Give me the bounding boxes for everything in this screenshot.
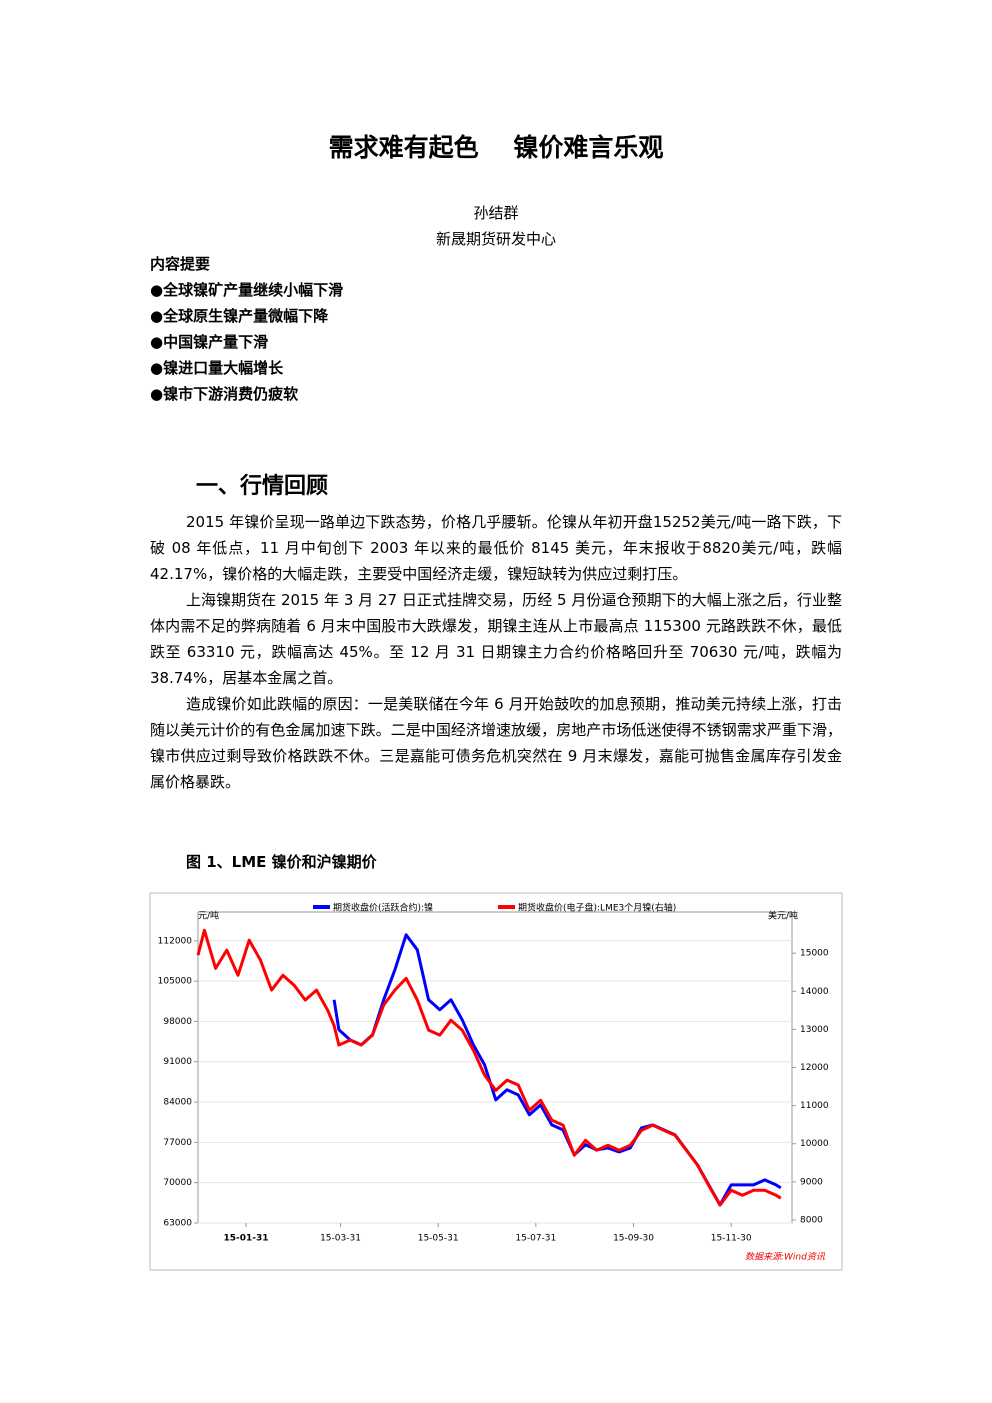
y2-tick-label: 9000 [800, 1177, 823, 1187]
summary-item: ●镍市下游消费仍疲软 [150, 385, 299, 403]
y-tick-label: 84000 [163, 1098, 192, 1108]
summary-item: ●中国镍产量下滑 [150, 333, 269, 351]
title: 需求难有起色 镍价难言乐观 [328, 133, 664, 162]
paragraph: 造成镍价如此跌幅的原因：一是美联储在今年 6 月开始鼓吹的加息预期，推动美元持续… [150, 695, 842, 791]
legend-label: 期货收盘价(活跃合约):镍 [333, 902, 433, 914]
y2-tick-label: 10000 [800, 1139, 829, 1149]
chart-frame [149, 892, 843, 1271]
summary-item: ●全球原生镍产量微幅下降 [150, 307, 329, 325]
x-tick-label: 15-09-30 [613, 1234, 654, 1244]
x-tick-label: 15-03-31 [320, 1234, 361, 1244]
y2-unit: 美元/吨 [768, 910, 798, 922]
org: 新晟期货研发中心 [435, 230, 556, 248]
y2-tick-label: 13000 [800, 1025, 829, 1035]
x-tick-label: 15-11-30 [711, 1234, 752, 1244]
summary-item: ●镍进口量大幅增长 [150, 359, 284, 377]
y-tick-label: 91000 [163, 1057, 192, 1067]
y2-tick-label: 12000 [800, 1063, 829, 1073]
y-tick-label: 105000 [158, 977, 193, 987]
figure-caption: 图 1、LME 镍价和沪镍期价 [186, 853, 377, 871]
y2-tick-label: 14000 [800, 987, 829, 997]
paragraph: 2015 年镍价呈现一路单边下跌态势，价格几乎腰斩。伦镍从年初开盘15252美元… [150, 513, 842, 583]
y-tick-label: 63000 [163, 1219, 192, 1229]
series-line [196, 928, 782, 1207]
section-heading: 一、行情回顾 [196, 474, 329, 499]
y-tick-label: 112000 [158, 936, 193, 946]
y-tick-label: 70000 [163, 1178, 192, 1188]
source: 数据来源:Wind资讯 [745, 1252, 826, 1263]
summary-heading: 内容提要 [150, 255, 211, 273]
y2-tick-label: 8000 [800, 1215, 823, 1225]
author: 孙结群 [473, 204, 519, 222]
paragraph: 上海镍期货在 2015 年 3 月 27 日正式挂牌交易，历经 5 月份逼仓预期… [150, 591, 842, 687]
summary-item: ●全球镍矿产量继续小幅下滑 [150, 281, 344, 299]
x-tick-label: 15-01-31 [224, 1234, 269, 1244]
y-unit: 元/吨 [198, 910, 219, 922]
series-line [332, 933, 782, 1207]
y2-tick-label: 11000 [800, 1101, 829, 1111]
y-tick-label: 77000 [163, 1138, 192, 1148]
x-tick-label: 15-07-31 [515, 1234, 556, 1244]
y-tick-label: 98000 [163, 1017, 192, 1027]
y2-tick-label: 15000 [800, 949, 829, 959]
x-tick-label: 15-05-31 [418, 1234, 459, 1244]
paragraphs: 2015 年镍价呈现一路单边下跌态势，价格几乎腰斩。伦镍从年初开盘15252美元… [150, 509, 842, 795]
legend-label: 期货收盘价(电子盘):LME3个月镍(右轴) [518, 902, 676, 914]
